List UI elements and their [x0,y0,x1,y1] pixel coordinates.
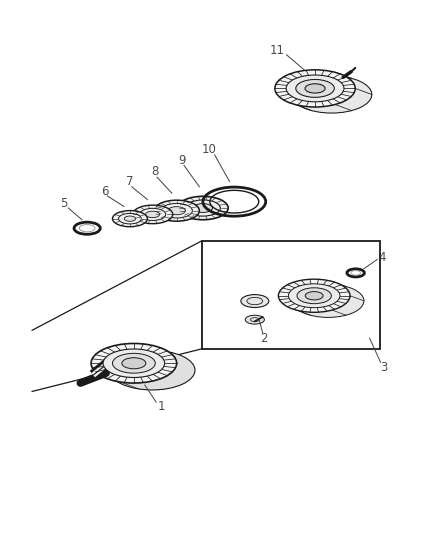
Ellipse shape [245,315,265,324]
Ellipse shape [292,284,364,318]
Ellipse shape [124,216,136,221]
Ellipse shape [133,205,173,224]
Text: 1: 1 [158,400,165,413]
Ellipse shape [193,204,212,213]
Ellipse shape [296,79,334,98]
Ellipse shape [305,292,323,300]
Text: 8: 8 [152,165,159,179]
Text: 2: 2 [260,332,267,345]
Text: 5: 5 [60,197,68,211]
Ellipse shape [241,295,269,308]
Ellipse shape [113,211,148,227]
Ellipse shape [154,200,199,221]
Text: 3: 3 [380,361,388,374]
Text: 7: 7 [126,175,133,188]
Text: 4: 4 [378,252,385,264]
Text: 10: 10 [202,143,217,156]
Ellipse shape [286,75,344,102]
Ellipse shape [275,70,355,107]
Ellipse shape [291,76,372,113]
Ellipse shape [103,349,165,377]
Ellipse shape [122,358,146,369]
Text: 6: 6 [101,184,108,198]
Ellipse shape [305,84,325,93]
Ellipse shape [297,288,332,304]
Ellipse shape [288,284,340,308]
Ellipse shape [279,279,350,312]
Ellipse shape [113,353,155,373]
Ellipse shape [91,343,177,383]
Ellipse shape [110,350,195,390]
Text: 9: 9 [178,154,186,167]
Ellipse shape [146,211,159,217]
Ellipse shape [168,207,185,215]
Ellipse shape [177,196,228,220]
Text: 11: 11 [269,44,285,57]
